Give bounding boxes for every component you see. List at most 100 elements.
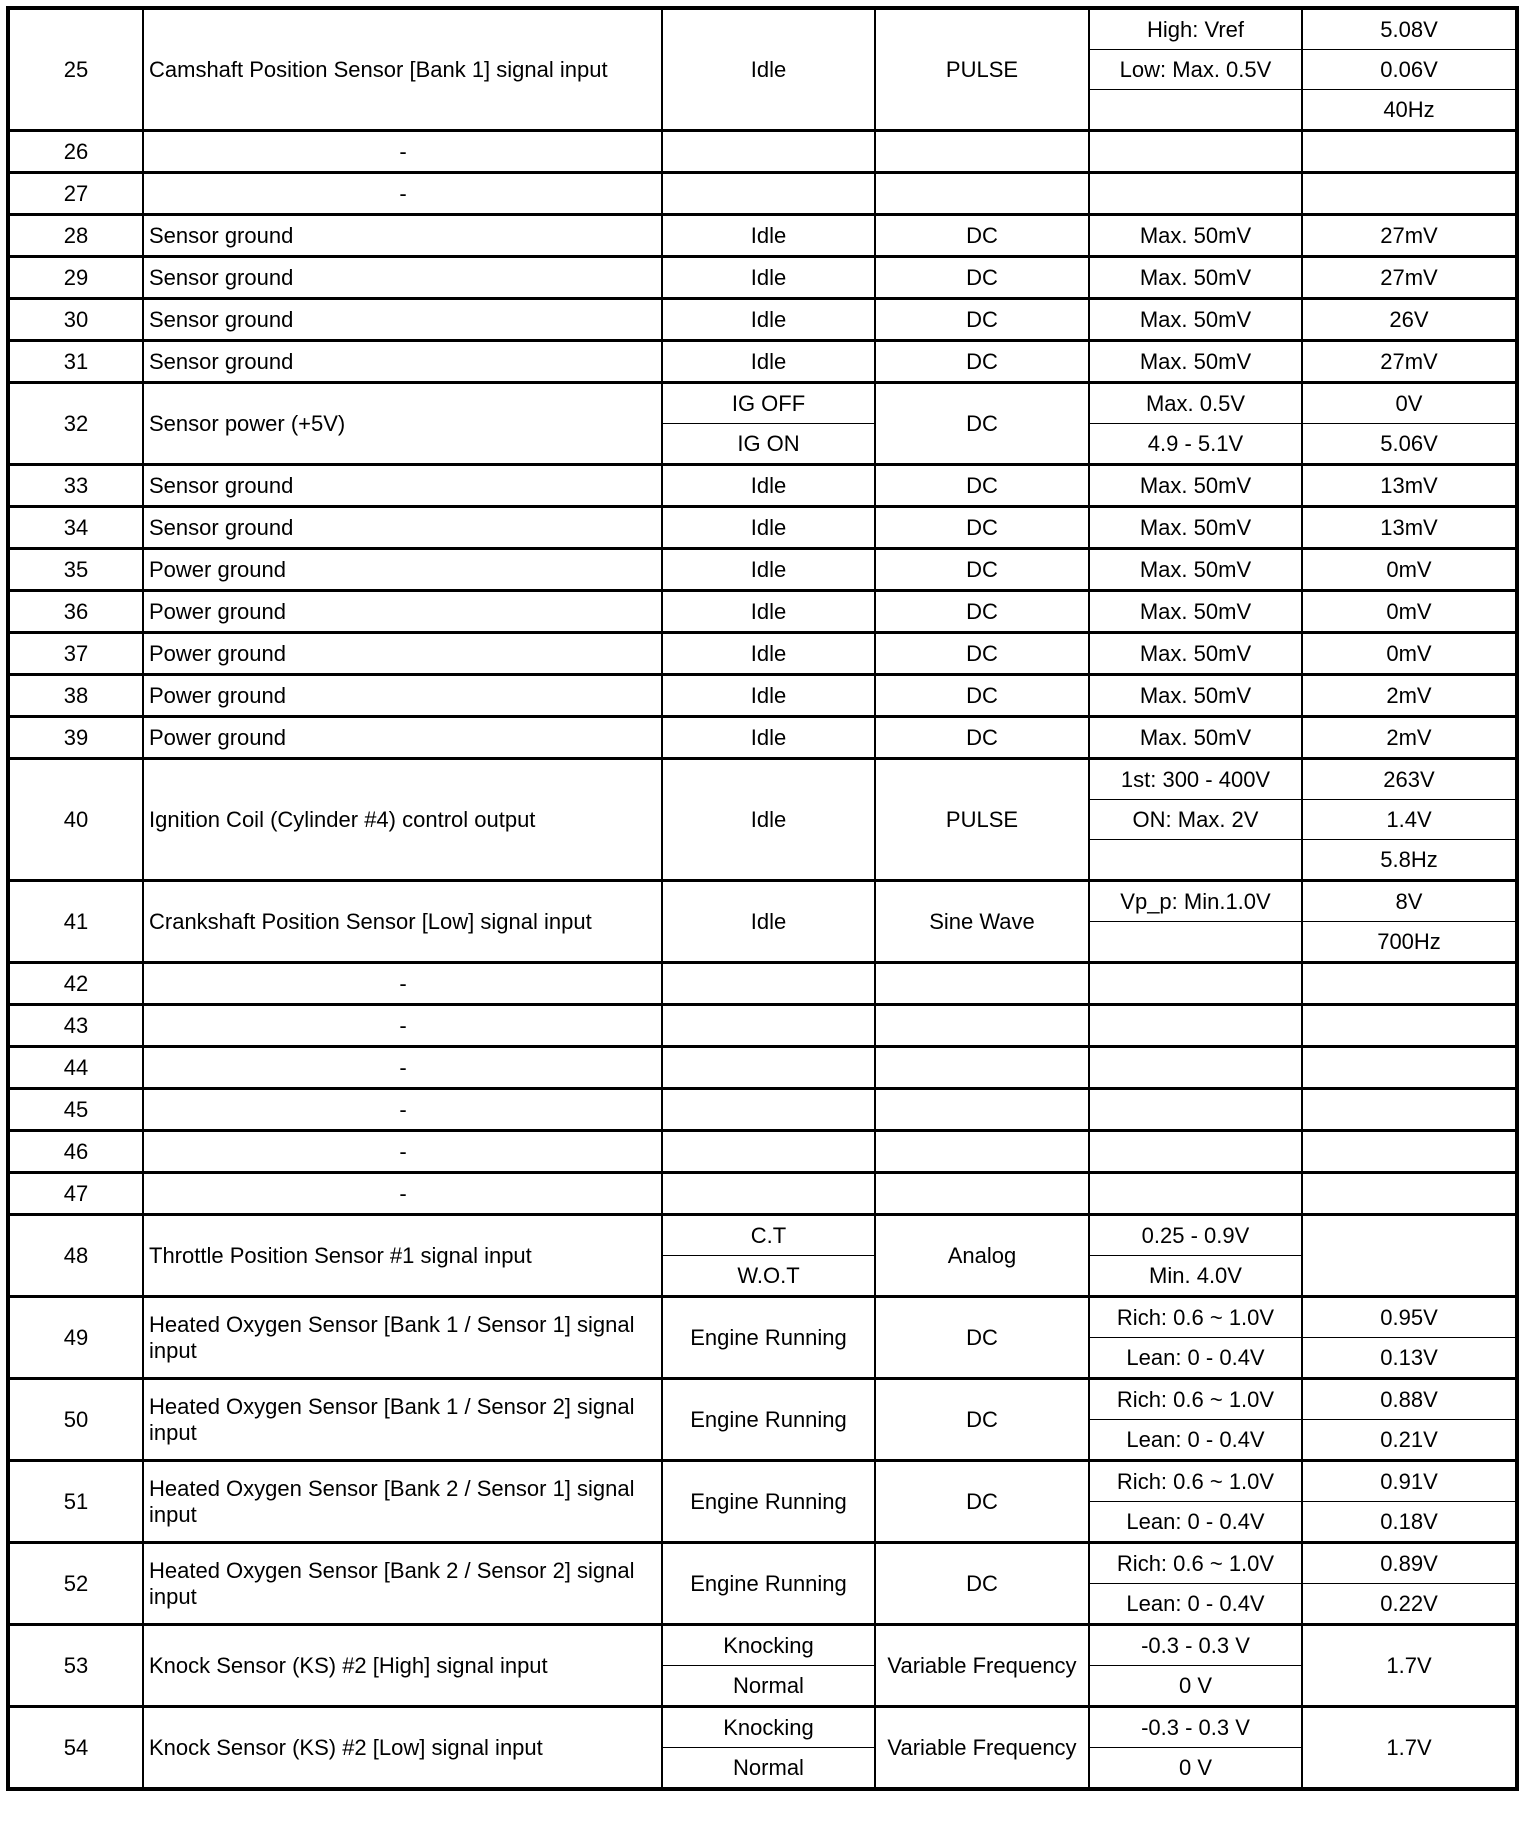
pin-description: - bbox=[142, 1087, 663, 1131]
table-subrow: W.O.T Min. 4.0V bbox=[8, 1255, 1517, 1297]
measured-value: 5.8Hz bbox=[1301, 839, 1518, 881]
condition: Idle bbox=[661, 715, 876, 759]
measured-value: 0.89V bbox=[1301, 1541, 1518, 1584]
specification: Rich: 0.6 ~ 1.0V bbox=[1088, 1295, 1303, 1338]
measured-value: 5.06V bbox=[1301, 423, 1518, 465]
measured-value bbox=[1301, 129, 1518, 173]
pin-number: 44 bbox=[7, 1045, 144, 1089]
condition: Idle bbox=[661, 463, 876, 507]
table-row: 44- bbox=[7, 1045, 1518, 1089]
signal-type: DC bbox=[874, 297, 1090, 341]
signal-type bbox=[874, 1045, 1090, 1089]
pin-number: 51 bbox=[7, 1459, 144, 1543]
pin-number: 38 bbox=[7, 673, 144, 717]
pin-number: 52 bbox=[7, 1541, 144, 1625]
table-subrow: 700Hz bbox=[8, 921, 1518, 963]
table-body: 25 Camshaft Position Sensor [Bank 1] sign… bbox=[7, 6, 1518, 1790]
condition: Knocking bbox=[661, 1705, 876, 1748]
measured-value bbox=[1301, 1087, 1518, 1131]
pin-description: Throttle Position Sensor #1 signal input bbox=[142, 1213, 663, 1297]
measured-value: 2mV bbox=[1301, 673, 1518, 717]
specification: Max. 50mV bbox=[1088, 339, 1303, 383]
table-row: 53 Knock Sensor (KS) #2 [High] signal inp… bbox=[7, 1623, 1518, 1707]
specification: Vp_p: Min.1.0V bbox=[1088, 879, 1303, 922]
table-subrow: Normal 0 V bbox=[8, 1747, 1517, 1790]
condition: Idle bbox=[661, 631, 876, 675]
table-row: 42- bbox=[7, 961, 1518, 1005]
specification bbox=[1088, 1087, 1303, 1131]
signal-type: DC bbox=[874, 1377, 1090, 1461]
pin-number: 49 bbox=[7, 1295, 144, 1379]
pin-description: - bbox=[142, 961, 663, 1005]
pin-number: 46 bbox=[7, 1129, 144, 1173]
specification bbox=[1088, 89, 1303, 131]
specification: Max. 0.5V bbox=[1088, 381, 1303, 424]
pin-description: Sensor power (+5V) bbox=[142, 381, 663, 465]
pin-number: 32 bbox=[7, 381, 144, 465]
table-row: 25 Camshaft Position Sensor [Bank 1] sign… bbox=[7, 6, 1518, 131]
specification bbox=[1088, 961, 1303, 1005]
signal-type bbox=[874, 1087, 1090, 1131]
measured-value: 0V bbox=[1301, 381, 1518, 424]
signal-type: DC bbox=[874, 505, 1090, 549]
table-row: 52 Heated Oxygen Sensor [Bank 2 / Sensor … bbox=[7, 1541, 1518, 1625]
specification: Max. 50mV bbox=[1088, 297, 1303, 341]
measured-value: 700Hz bbox=[1301, 921, 1518, 963]
table-subrow: Lean: 0 - 0.4V 0.21V bbox=[8, 1419, 1518, 1461]
specification: 4.9 - 5.1V bbox=[1088, 423, 1303, 465]
table-row: 43- bbox=[7, 1003, 1518, 1047]
signal-type: PULSE bbox=[874, 757, 1090, 881]
signal-type: DC bbox=[874, 381, 1090, 465]
specification: Max. 50mV bbox=[1088, 547, 1303, 591]
signal-type: DC bbox=[874, 463, 1090, 507]
pin-description: - bbox=[142, 1171, 663, 1215]
measured-value bbox=[1301, 1213, 1518, 1297]
measured-value: 5.08V bbox=[1301, 6, 1518, 50]
condition bbox=[661, 1087, 876, 1131]
measured-value bbox=[1301, 1003, 1518, 1047]
condition: Idle bbox=[661, 255, 876, 299]
table-row: 30 Sensor ground Idle DC Max. 50mV 26V bbox=[7, 297, 1518, 341]
specification: Max. 50mV bbox=[1088, 589, 1303, 633]
condition: Idle bbox=[661, 757, 876, 881]
condition: Knocking bbox=[661, 1623, 876, 1666]
condition: Idle bbox=[661, 879, 876, 963]
table-row: 54 Knock Sensor (KS) #2 [Low] signal inpu… bbox=[7, 1705, 1518, 1790]
pin-number: 54 bbox=[7, 1705, 144, 1790]
measured-value: 27mV bbox=[1301, 339, 1518, 383]
specification: Max. 50mV bbox=[1088, 255, 1303, 299]
specification: Min. 4.0V bbox=[1088, 1255, 1303, 1297]
specification: Rich: 0.6 ~ 1.0V bbox=[1088, 1377, 1303, 1420]
pin-number: 39 bbox=[7, 715, 144, 759]
table-row: 45- bbox=[7, 1087, 1518, 1131]
signal-type: DC bbox=[874, 1295, 1090, 1379]
measured-value bbox=[1301, 1045, 1518, 1089]
condition bbox=[661, 1045, 876, 1089]
measured-value: 1.7V bbox=[1301, 1705, 1518, 1790]
pin-description: Sensor ground bbox=[142, 297, 663, 341]
pin-number: 47 bbox=[7, 1171, 144, 1215]
table-subrow: Low: Max. 0.5V 0.06V bbox=[8, 49, 1518, 90]
pin-number: 41 bbox=[7, 879, 144, 963]
specification: 0 V bbox=[1088, 1665, 1303, 1707]
specification: Rich: 0.6 ~ 1.0V bbox=[1088, 1459, 1303, 1502]
pin-description: Sensor ground bbox=[142, 505, 663, 549]
pin-number: 33 bbox=[7, 463, 144, 507]
specification: Lean: 0 - 0.4V bbox=[1088, 1501, 1303, 1543]
signal-type bbox=[874, 171, 1090, 215]
specification bbox=[1088, 1129, 1303, 1173]
table-subrow: Lean: 0 - 0.4V 0.22V bbox=[8, 1583, 1518, 1625]
pin-description: Camshaft Position Sensor [Bank 1] signal… bbox=[142, 6, 663, 131]
pin-description: - bbox=[142, 1129, 663, 1173]
condition: Idle bbox=[661, 297, 876, 341]
measured-value: 0.18V bbox=[1301, 1501, 1518, 1543]
pin-description: Knock Sensor (KS) #2 [High] signal input bbox=[142, 1623, 663, 1707]
measured-value: 0.88V bbox=[1301, 1377, 1518, 1420]
signal-type: PULSE bbox=[874, 6, 1090, 131]
signal-type bbox=[874, 1129, 1090, 1173]
pin-number: 35 bbox=[7, 547, 144, 591]
specification: ON: Max. 2V bbox=[1088, 799, 1303, 840]
pin-number: 48 bbox=[7, 1213, 144, 1297]
pin-description: - bbox=[142, 171, 663, 215]
pin-description: Power ground bbox=[142, 673, 663, 717]
